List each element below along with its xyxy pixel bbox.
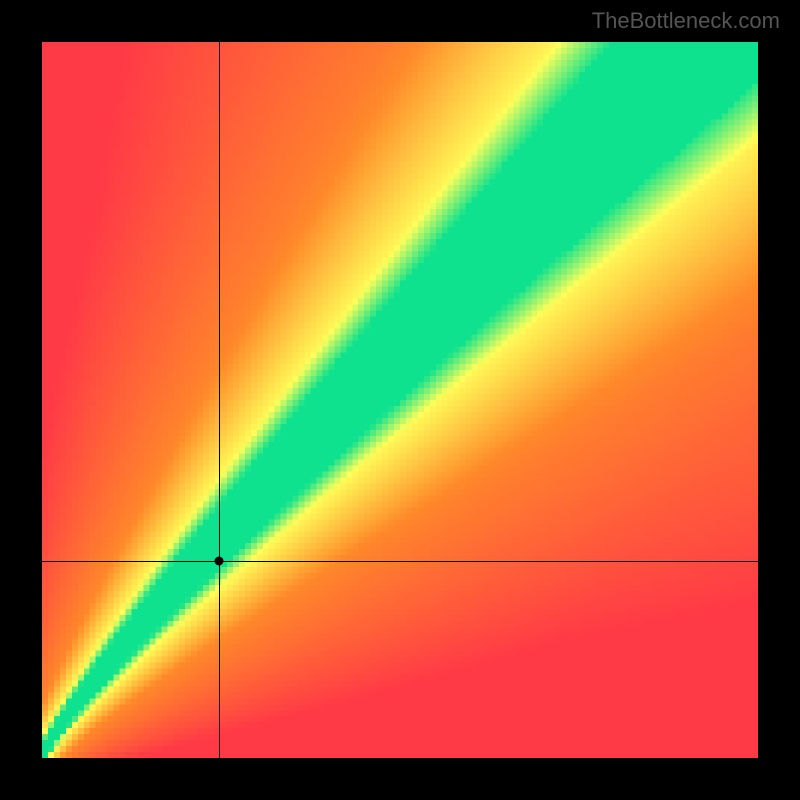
heatmap-canvas (42, 42, 758, 758)
crosshair-horizontal (42, 561, 758, 562)
heatmap-plot (42, 42, 758, 758)
crosshair-marker (214, 557, 223, 566)
crosshair-vertical (219, 42, 220, 758)
watermark-text: TheBottleneck.com (592, 8, 780, 34)
